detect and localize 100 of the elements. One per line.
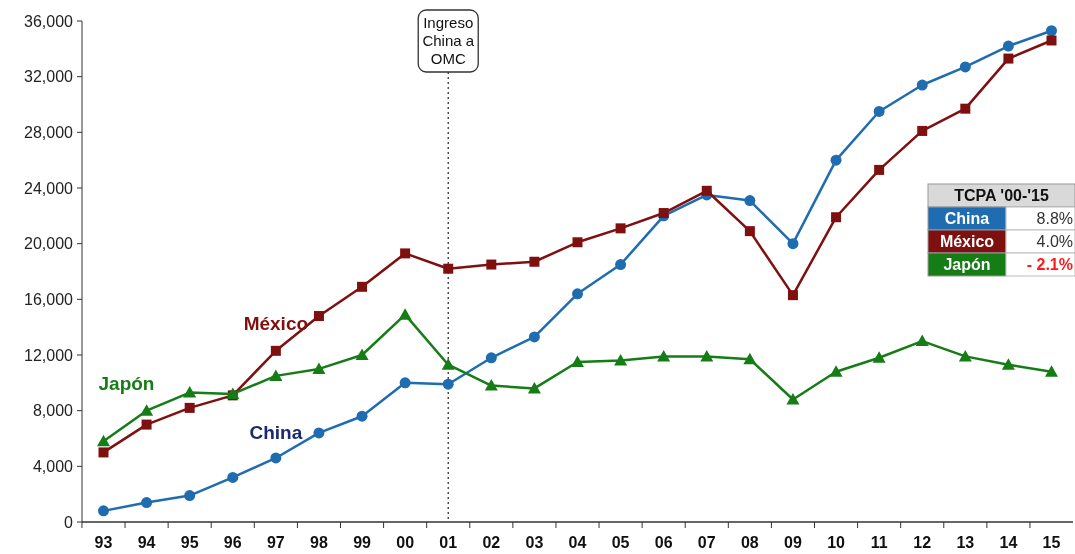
point (399, 377, 411, 389)
point (1046, 35, 1057, 46)
point (916, 79, 928, 91)
y-tick-label: 12,000 (24, 346, 74, 364)
point (98, 505, 109, 517)
point (269, 369, 283, 381)
point (744, 195, 756, 207)
x-tick-label: 96 (223, 534, 242, 551)
x-tick-label: 04 (568, 534, 587, 551)
point (872, 351, 886, 363)
x-tick-label: 13 (956, 534, 975, 551)
point (355, 348, 369, 360)
x-tick-label: 95 (180, 534, 199, 551)
point (398, 308, 412, 320)
point (958, 349, 972, 362)
point (700, 349, 714, 362)
point (313, 311, 324, 322)
x-tick-label: 01 (439, 534, 458, 551)
x-tick-label: 93 (94, 534, 113, 551)
point (744, 226, 755, 237)
point (873, 105, 885, 117)
point (527, 381, 541, 394)
x-tick-label: 00 (396, 534, 415, 551)
point (270, 452, 282, 464)
annotation: TCPA '00-'15 (954, 187, 1049, 204)
x-tick-label: 03 (525, 534, 544, 551)
x-tick-label: 94 (137, 534, 156, 551)
point (701, 185, 712, 196)
x-tick-label: 15 (1042, 534, 1061, 551)
point (441, 358, 455, 370)
point (486, 259, 497, 270)
point (140, 404, 154, 416)
x-tick-label: 14 (999, 534, 1018, 551)
point (830, 154, 842, 166)
point (312, 362, 326, 374)
point (787, 290, 798, 301)
point (1002, 40, 1014, 52)
x-tick-label: 12 (913, 534, 932, 551)
point (313, 427, 325, 439)
y-tick-label: 36,000 (24, 12, 74, 30)
point (529, 256, 540, 267)
point (357, 281, 368, 292)
annotation: 4.0% (1036, 233, 1073, 250)
point (270, 345, 281, 356)
x-tick-label: 07 (697, 534, 716, 551)
y-tick-label: 4,000 (32, 457, 74, 475)
point (615, 223, 626, 234)
x-tick-label: 99 (353, 534, 372, 551)
point (614, 354, 628, 366)
point (743, 352, 757, 365)
point (485, 352, 497, 364)
point (227, 471, 239, 483)
series-label: México (243, 312, 309, 334)
y-tick-label: 28,000 (24, 123, 74, 141)
point (572, 237, 583, 248)
ref-line-label: Ingreso China a OMC (422, 14, 475, 67)
point (917, 125, 928, 136)
point (528, 331, 540, 343)
point (787, 238, 799, 250)
point (1001, 358, 1015, 370)
x-tick-label: 09 (784, 534, 802, 551)
point (829, 365, 843, 377)
point (874, 164, 885, 175)
y-tick-label: 24,000 (24, 179, 74, 197)
text: México (939, 233, 995, 250)
annotation: - 2.1% (1026, 256, 1073, 273)
point (615, 259, 627, 271)
point (484, 379, 498, 391)
point (141, 419, 152, 430)
point (400, 248, 411, 259)
x-tick-label: 98 (310, 534, 328, 551)
point (442, 378, 454, 390)
point (959, 61, 971, 73)
text: China (944, 210, 990, 227)
point (786, 393, 800, 405)
point (141, 497, 153, 509)
y-tick-label: 32,000 (24, 68, 74, 86)
text: Japón (943, 256, 991, 273)
y-tick-label: 16,000 (24, 290, 74, 308)
x-tick-label: 10 (827, 534, 846, 551)
point (1003, 53, 1014, 64)
point (97, 434, 110, 447)
y-tick-label: 20,000 (24, 235, 74, 253)
point (571, 355, 584, 367)
x-tick-label: 06 (654, 534, 673, 551)
x-tick-label: 02 (482, 534, 501, 551)
point (960, 103, 971, 114)
point (98, 447, 109, 458)
point (443, 263, 454, 274)
point (1045, 365, 1058, 377)
x-tick-label: 08 (740, 534, 759, 551)
series-label: Japón (98, 372, 155, 394)
point (572, 288, 583, 300)
point (1046, 25, 1057, 37)
point (915, 334, 929, 347)
point (831, 212, 842, 223)
point (356, 410, 368, 422)
point (184, 490, 196, 502)
x-tick-label: 97 (266, 534, 285, 551)
point (183, 386, 197, 398)
